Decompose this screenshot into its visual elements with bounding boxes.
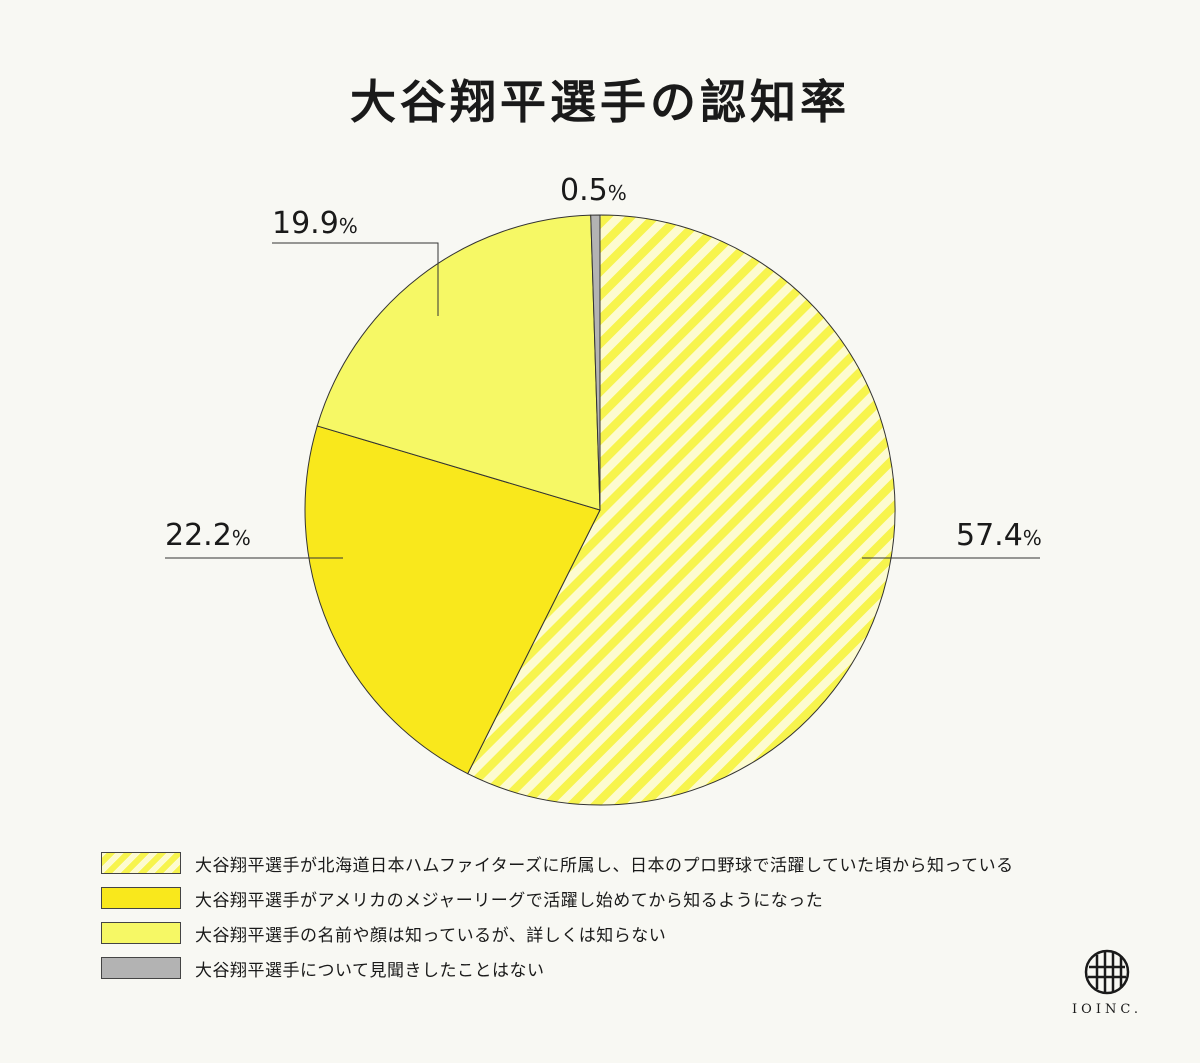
data-label: 19.9% — [272, 206, 358, 241]
data-label: 22.2% — [165, 518, 251, 553]
pie-slice — [316, 214, 601, 511]
legend-item: 大谷翔平選手について見聞きしたことはない — [101, 955, 1014, 981]
leader-line — [272, 242, 439, 316]
legend-label: 大谷翔平選手がアメリカのメジャーリーグで活躍し始めてから知るようになった — [195, 890, 824, 911]
legend-label: 大谷翔平選手が北海道日本ハムファイターズに所属し、日本のプロ野球で活躍していた頃… — [195, 855, 1014, 876]
legend-label: 大谷翔平選手について見聞きしたことはない — [195, 960, 545, 981]
legend-item: 大谷翔平選手が北海道日本ハムファイターズに所属し、日本のプロ野球で活躍していた頃… — [101, 850, 1014, 876]
legend-swatch — [101, 957, 181, 979]
legend-swatch — [101, 852, 181, 874]
data-label: 0.5% — [560, 173, 627, 208]
legend-item: 大谷翔平選手の名前や顔は知っているが、詳しくは知らない — [101, 920, 1014, 946]
legend-item: 大谷翔平選手がアメリカのメジャーリーグで活躍し始めてから知るようになった — [101, 885, 1014, 911]
legend-label: 大谷翔平選手の名前や顔は知っているが、詳しくは知らない — [195, 925, 667, 946]
brand-logo-text: IOINC. — [1072, 1002, 1142, 1017]
chart-title: 大谷翔平選手の認知率 — [350, 75, 850, 129]
legend: 大谷翔平選手が北海道日本ハムファイターズに所属し、日本のプロ野球で活躍していた頃… — [101, 850, 1014, 990]
brand-logo: IOINC. — [1062, 948, 1152, 1017]
legend-swatch — [101, 922, 181, 944]
brand-mark-icon — [1084, 949, 1130, 995]
data-label: 57.4% — [956, 518, 1042, 553]
pie-slice — [590, 214, 601, 511]
legend-swatch — [101, 887, 181, 909]
pie-slice — [304, 425, 601, 775]
pie-slice — [467, 214, 896, 806]
